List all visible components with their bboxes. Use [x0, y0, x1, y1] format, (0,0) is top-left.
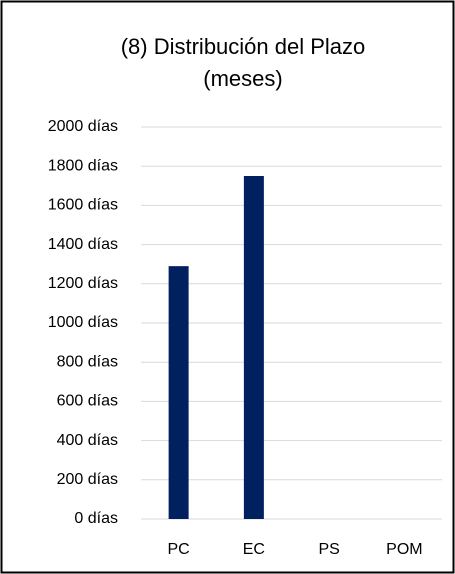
y-tick-label: 800 días: [57, 353, 118, 370]
bar: [243, 176, 264, 519]
y-tick-label: 1000 días: [48, 314, 118, 331]
y-tick-label: 1600 días: [48, 197, 118, 214]
bar: [168, 266, 189, 519]
chart-title: (meses): [203, 66, 282, 91]
y-tick-label: 1800 días: [48, 157, 118, 174]
x-tick-label: PC: [168, 541, 190, 558]
x-tick-label: PS: [318, 541, 339, 558]
y-tick-label: 600 días: [57, 393, 118, 410]
y-tick-label: 0 días: [74, 510, 118, 527]
y-tick-label: 400 días: [57, 432, 118, 449]
y-tick-label: 200 días: [57, 471, 118, 488]
x-tick-label: EC: [243, 541, 265, 558]
y-tick-label: 2000 días: [48, 118, 118, 135]
chart-title: (8) Distribución del Plazo: [121, 34, 366, 59]
x-tick-label: POM: [386, 541, 422, 558]
y-tick-label: 1400 días: [48, 236, 118, 253]
y-tick-label: 1200 días: [48, 275, 118, 292]
